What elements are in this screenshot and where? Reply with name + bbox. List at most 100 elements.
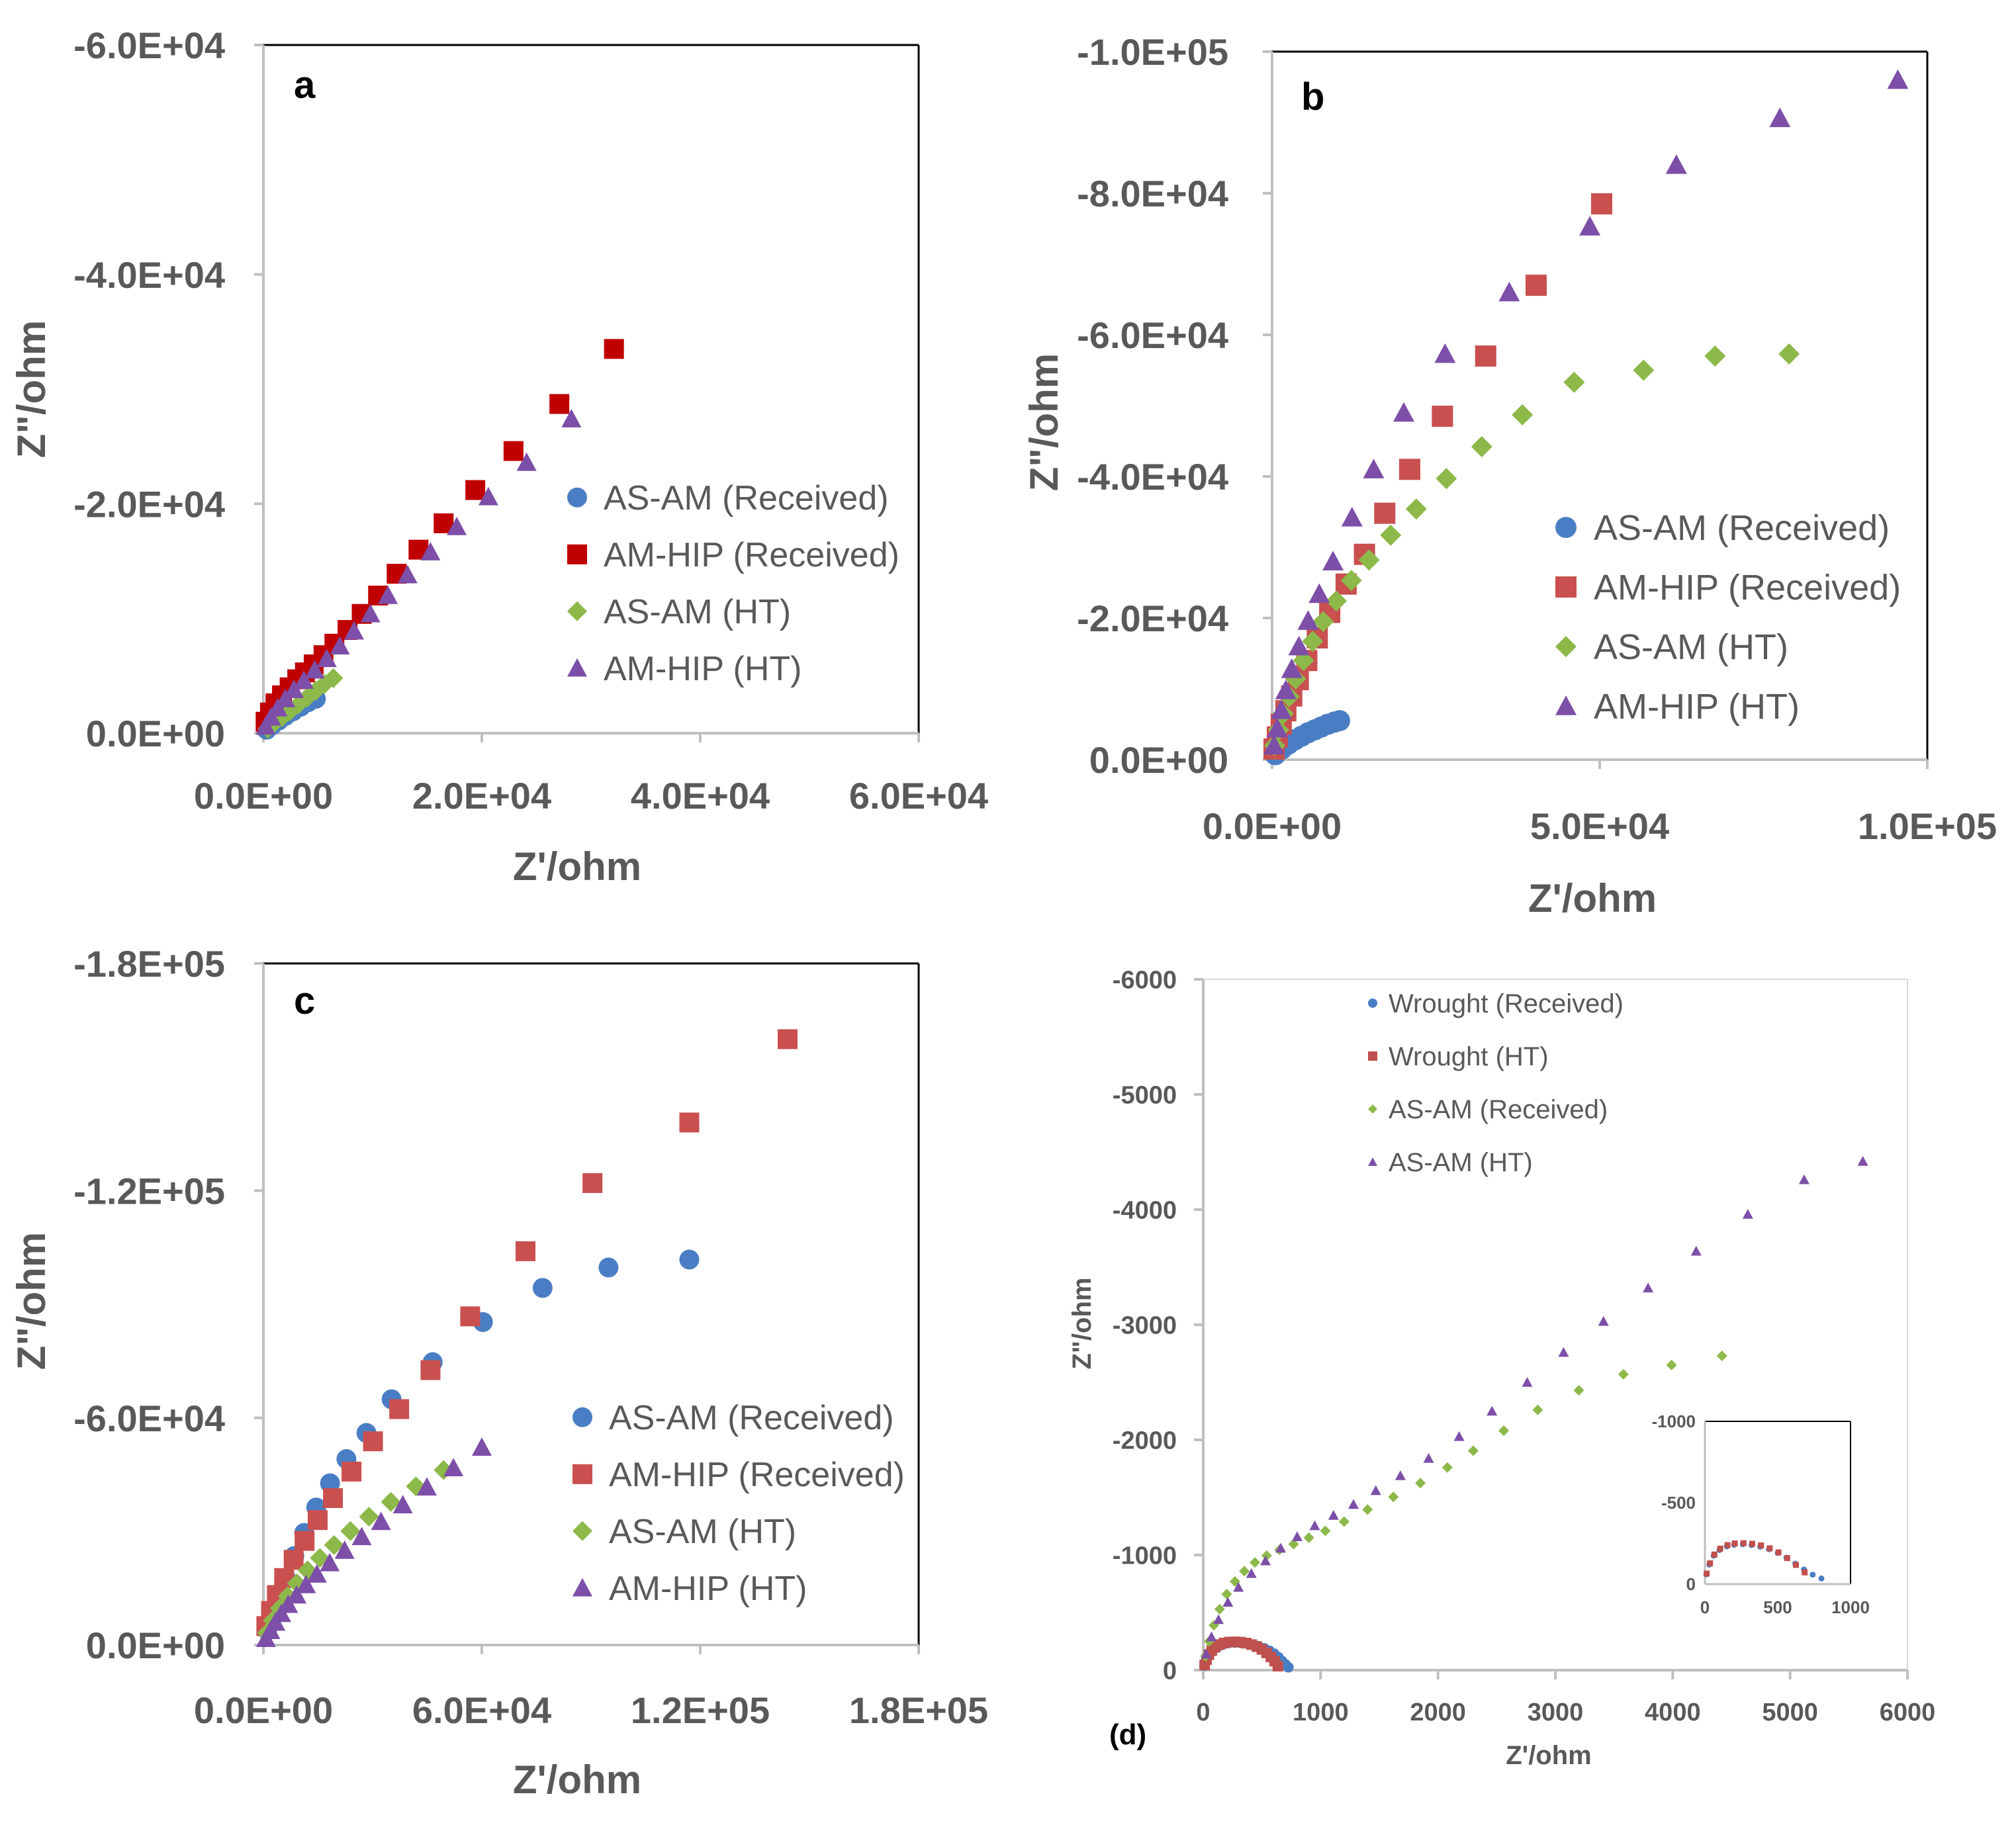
panel-letter: a [294,64,316,107]
legend-label: Wrought (HT) [1389,1042,1549,1071]
data-point [1288,1538,1299,1550]
y-tick-label: -1000 [1113,1542,1177,1570]
panel-letter: b [1301,75,1324,118]
legend-label: AM-HIP (Received) [1594,568,1901,607]
inset-data-point [1802,1569,1808,1576]
legend-marker [567,658,587,677]
data-point [1666,1359,1677,1370]
y-tick-label: -4.0E+04 [73,254,225,296]
inset-x-tick-label: 1000 [1831,1597,1870,1617]
data-point [316,648,337,668]
panel-letter: c [294,979,315,1022]
chart-panel-b: 0.0E+00 5.0E+04 1.0E+05 0.0E+00 -2.0E+04 -4.0… [1022,31,1997,920]
inset-data-point [1704,1570,1710,1577]
legend-marker [1555,517,1577,539]
inset-series-wrought-ht [1704,1540,1808,1577]
data-point [340,1521,361,1541]
y-axis-title: Z"/ohm [9,320,54,458]
data-point [360,603,381,623]
data-point [1590,193,1612,215]
data-point [371,1511,391,1531]
y-tick-label: -6.0E+04 [73,24,225,66]
data-point [1769,107,1791,128]
data-point [1434,343,1456,363]
legend: AS-AM (Received) AM-HIP (Received) AS-AM (… [573,1399,905,1608]
legend-marker [567,544,587,564]
data-point [532,1278,553,1298]
legend-marker [1368,1157,1377,1166]
legend-marker [567,601,587,621]
inset-data-point [1818,1575,1825,1581]
data-point [1328,710,1350,732]
data-point [334,1540,355,1559]
data-point [1213,1614,1224,1625]
data-point [478,486,498,506]
data-point [1665,154,1687,174]
data-point [359,1507,379,1527]
y-tick-label: -4000 [1113,1197,1177,1225]
data-point [1498,1425,1509,1437]
inset-y-tick-label: 0 [1686,1574,1696,1594]
data-point [447,517,467,535]
legend-marker [573,1464,592,1484]
data-point [416,1477,437,1496]
data-point [503,441,524,461]
data-point [1633,359,1655,381]
data-point [1467,1445,1479,1456]
series-as-am-received [1200,1350,1727,1662]
data-point [1214,1603,1225,1615]
data-point [1308,583,1330,603]
inset-data-point [1775,1549,1782,1556]
data-point [679,1112,700,1133]
inset-data-point [1707,1560,1714,1567]
data-point [1288,635,1310,656]
legend-label: AS-AM (Received) [609,1399,894,1437]
y-tick-label: -1.8E+05 [73,943,225,985]
y-axis-title: Z"/ohm [1022,353,1066,491]
data-point [1432,406,1453,427]
data-point [1887,69,1909,89]
data-point [378,586,398,604]
data-point [1393,402,1414,422]
data-point [1283,1662,1294,1673]
inset-data-point [1724,1542,1731,1548]
inset-y-tick-label: -500 [1661,1493,1696,1513]
data-point [1239,1566,1250,1577]
data-point [465,480,486,500]
data-point [561,409,582,427]
data-point [460,1306,481,1327]
legend-label: AS-AM (Received) [1389,1095,1608,1124]
data-point [443,1458,464,1476]
y-tick-label: -4.0E+04 [1077,456,1228,498]
x-tick-label: 0.0E+00 [1203,805,1342,847]
legend-label: AM-HIP (HT) [1594,687,1800,727]
data-point [344,621,364,640]
data-point [516,452,537,471]
legend-marker [1368,999,1377,1008]
data-point [1297,610,1319,630]
x-axis-title: Z'/ohm [1506,1741,1592,1770]
data-point [1579,216,1601,236]
y-tick-label: 0.0E+00 [1089,739,1228,781]
data-point [598,1257,619,1278]
legend-label: AS-AM (Received) [604,479,889,517]
legend-label: Wrought (Received) [1389,989,1624,1018]
data-point [1338,1516,1350,1527]
x-tick-label: 1000 [1293,1699,1349,1726]
data-point [472,1437,492,1456]
data-point [304,660,325,679]
inset-data-point [1758,1542,1764,1548]
series-am-hip-ht [255,1437,492,1648]
legend-label: AM-HIP (HT) [604,650,802,688]
y-tick-label: 0 [1163,1658,1177,1685]
data-point [1498,281,1520,302]
data-point [1246,1568,1257,1578]
data-point [1525,275,1547,296]
legend: Wrought (Received) Wrought (HT) AS-AM (Rec… [1368,989,1624,1177]
y-tick-label: 0.0E+00 [86,713,225,754]
y-tick-label: -6.0E+04 [1077,314,1228,356]
series-am-hip-received [1263,193,1612,760]
data-point [1272,1660,1283,1671]
legend-label: AS-AM (HT) [1594,627,1788,667]
data-point [307,1510,328,1531]
